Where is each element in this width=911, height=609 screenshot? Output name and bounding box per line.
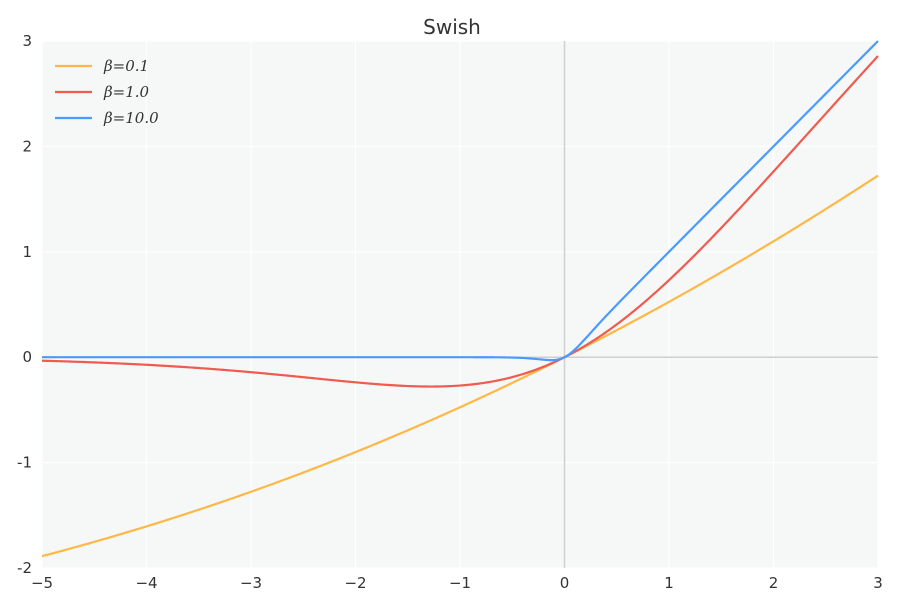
series-line-1: [41, 174, 879, 558]
x-tick-label: 2: [769, 574, 779, 592]
x-tick-label: 0: [560, 574, 570, 592]
legend-label: β=1.0: [103, 83, 150, 101]
series-line-3: [42, 40, 879, 362]
x-tick-label: −5: [31, 574, 53, 592]
legend-label: β=10.0: [103, 109, 159, 127]
series-layer: [41, 40, 879, 558]
y-tick-label: 3: [22, 32, 32, 50]
x-tick-label: −3: [240, 574, 262, 592]
legend: β=0.1 β=1.0 β=10.0: [55, 57, 159, 127]
y-tick-label: -2: [17, 559, 32, 577]
y-tick-label: 2: [22, 137, 32, 155]
x-tick-label: 3: [873, 574, 883, 592]
chart-title: Swish: [423, 15, 481, 39]
x-tick-label: −2: [344, 574, 366, 592]
y-tick-label: 0: [22, 348, 32, 366]
x-tick-label: −4: [135, 574, 157, 592]
legend-label: β=0.1: [103, 57, 149, 75]
x-tick-labels: −5 −4 −3 −2 −1 0 1 2 3: [31, 574, 883, 592]
x-tick-label: 1: [664, 574, 674, 592]
grid: [41, 40, 879, 569]
series-line-2: [41, 55, 879, 388]
y-tick-label: -1: [17, 454, 32, 472]
x-tick-label: −1: [449, 574, 471, 592]
y-tick-labels: -2 -1 0 1 2 3: [17, 32, 32, 577]
y-tick-label: 1: [22, 243, 32, 261]
